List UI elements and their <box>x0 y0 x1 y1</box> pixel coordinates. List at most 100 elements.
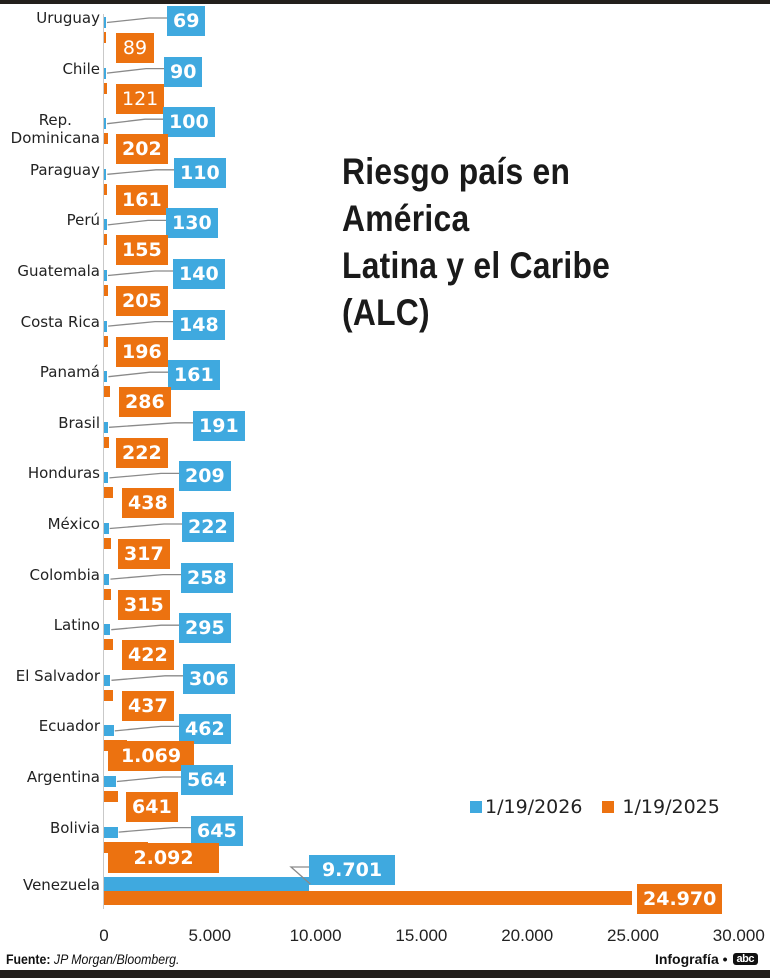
x-tick-label: 30.000 <box>712 926 765 945</box>
category-label: El Salvador <box>15 666 100 685</box>
value-label-2025: 315 <box>118 589 170 620</box>
category-label: Ecuador <box>38 717 100 736</box>
bar-2026 <box>104 523 109 534</box>
category-label: Argentina <box>26 768 100 786</box>
value-label-2026: 258 <box>181 562 233 593</box>
value-label-2026: 140 <box>173 259 225 289</box>
value-label-2025: 202 <box>116 134 168 165</box>
bar-2025 <box>104 689 114 701</box>
bar-2026 <box>104 421 109 433</box>
value-label-2025: 222 <box>116 437 168 468</box>
value-label-2026: 564 <box>181 765 233 795</box>
category-label: Paraguay <box>29 160 100 179</box>
value-label-2025: 161 <box>116 184 168 215</box>
bar-2026 <box>104 118 107 130</box>
title-line-1: Riesgo país en América <box>342 151 571 239</box>
bar-2026 <box>104 725 114 737</box>
bar-2026 <box>104 371 108 383</box>
value-label-2026: 161 <box>168 360 220 391</box>
value-label-2026: 222 <box>182 512 234 542</box>
x-tick-label: 0 <box>99 926 109 945</box>
value-label-2025: 1.069 <box>108 741 194 772</box>
bar-2025 <box>104 386 111 398</box>
source-text: JP Morgan/Bloomberg. <box>53 951 180 967</box>
bar-2026 <box>104 168 107 180</box>
value-label-2026: 209 <box>179 461 231 492</box>
value-label-2026: 462 <box>179 714 231 745</box>
value-label-2026: 306 <box>183 663 235 694</box>
x-tick-label: 20.000 <box>501 926 554 945</box>
bar-2025 <box>104 487 114 499</box>
bar-2025 <box>104 538 111 549</box>
bar-2026 <box>104 624 111 636</box>
value-label-2025: 437 <box>122 690 174 721</box>
category-label: México <box>47 515 100 533</box>
value-label-2025: 155 <box>116 235 168 266</box>
bar-2025 <box>104 436 109 448</box>
category-label: Chile <box>62 59 100 78</box>
value-label-2026: 69 <box>167 6 206 36</box>
category-label: Venezuela <box>22 876 100 895</box>
value-label-2025: 286 <box>119 387 171 418</box>
category-label: Rep. Dominicana <box>10 111 100 148</box>
category-label: Perú <box>66 211 100 230</box>
value-label-2026: 100 <box>163 107 215 138</box>
category-label: Uruguay <box>36 9 100 27</box>
x-tick-label: 10.000 <box>289 926 342 945</box>
credit-label: Infografía • <box>654 951 728 967</box>
bar-2026 <box>104 826 118 838</box>
bar-2025 <box>104 234 108 246</box>
category-label: Bolivia <box>49 818 100 837</box>
category-label: Latino <box>53 616 100 635</box>
value-label-2026: 645 <box>191 815 243 846</box>
value-label-2025: 205 <box>116 286 168 316</box>
credit: Infografía • abc <box>655 951 758 967</box>
value-label-2026: 191 <box>193 410 245 441</box>
value-label-2025: 196 <box>116 336 168 367</box>
bar-2025 <box>104 82 107 94</box>
legend-label: 1/19/2025 <box>622 796 720 818</box>
bar-2025 <box>104 285 109 296</box>
bar-2025 <box>104 183 108 195</box>
top-border <box>0 0 770 4</box>
category-label: Honduras <box>27 464 100 483</box>
legend-item-2025: 1/19/2025 <box>602 796 720 818</box>
abc-logo: abc <box>732 953 758 965</box>
value-label-2026: 9.701 <box>309 855 395 885</box>
category-label: Costa Rica <box>20 312 100 331</box>
y-axis-line <box>103 14 104 909</box>
bar-2026 <box>104 877 310 891</box>
chart-title: Riesgo país en América Latina y el Carib… <box>342 148 686 336</box>
bar-2025 <box>104 639 113 651</box>
value-label-2025: 121 <box>116 83 165 114</box>
bar-2025 <box>104 588 111 600</box>
bar-2026 <box>104 270 107 281</box>
bar-2026 <box>104 219 107 231</box>
title-line-2: Latina y el Caribe (ALC) <box>342 245 611 333</box>
bar-2025 <box>104 791 118 802</box>
category-label: Brasil <box>58 413 100 432</box>
legend: 1/19/2026 1/19/2025 <box>470 796 740 818</box>
value-label-2026: 110 <box>174 157 226 188</box>
bar-2025 <box>104 335 109 347</box>
bar-2025 <box>104 891 633 905</box>
value-label-2025: 317 <box>118 539 170 569</box>
x-tick-label: 25.000 <box>607 926 659 945</box>
value-label-2026: 130 <box>166 208 218 239</box>
bar-2026 <box>104 776 116 787</box>
value-label-2025: 422 <box>122 640 174 671</box>
bottom-border <box>0 970 770 978</box>
legend-label: 1/19/2026 <box>485 796 583 818</box>
bar-2026 <box>104 674 111 686</box>
value-label-2026: 90 <box>164 56 203 87</box>
bar-2025 <box>104 32 106 43</box>
category-label: Colombia <box>29 565 101 584</box>
legend-swatch-blue <box>470 801 482 813</box>
bar-2026 <box>104 573 110 585</box>
bar-2026 <box>104 472 109 484</box>
x-tick-label: 15.000 <box>395 926 448 945</box>
value-label-2025: 2.092 <box>108 842 219 873</box>
bar-2026 <box>104 17 106 28</box>
legend-item-2026: 1/19/2026 <box>470 796 582 818</box>
source-label: Fuente: <box>6 951 51 967</box>
